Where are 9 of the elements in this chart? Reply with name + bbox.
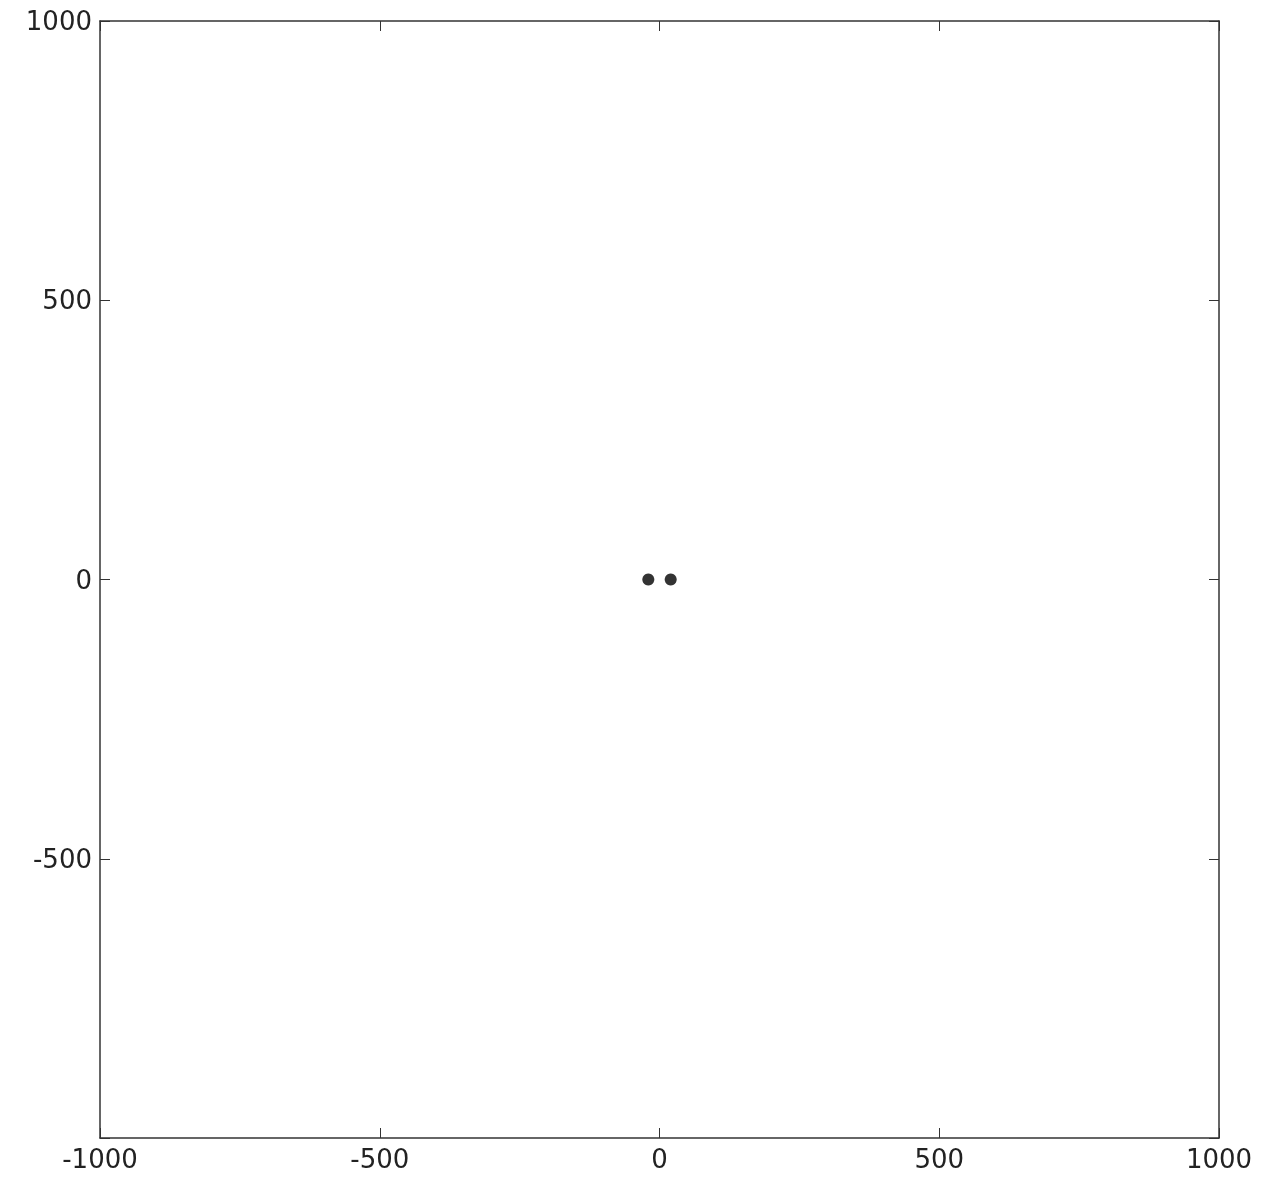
y-tick-label: 1000	[25, 6, 92, 36]
x-tick-label: 0	[651, 1144, 668, 1174]
x-tick-label: 500	[914, 1144, 965, 1174]
y-tick-label: 0	[75, 564, 92, 595]
y-tick-label: 500	[42, 285, 92, 316]
x-tick-label: 1000	[1185, 1144, 1253, 1174]
x-tick-label: -500	[350, 1144, 410, 1174]
x-tick-label: -1000	[62, 1144, 138, 1174]
y-tick-label: -500	[32, 843, 92, 874]
